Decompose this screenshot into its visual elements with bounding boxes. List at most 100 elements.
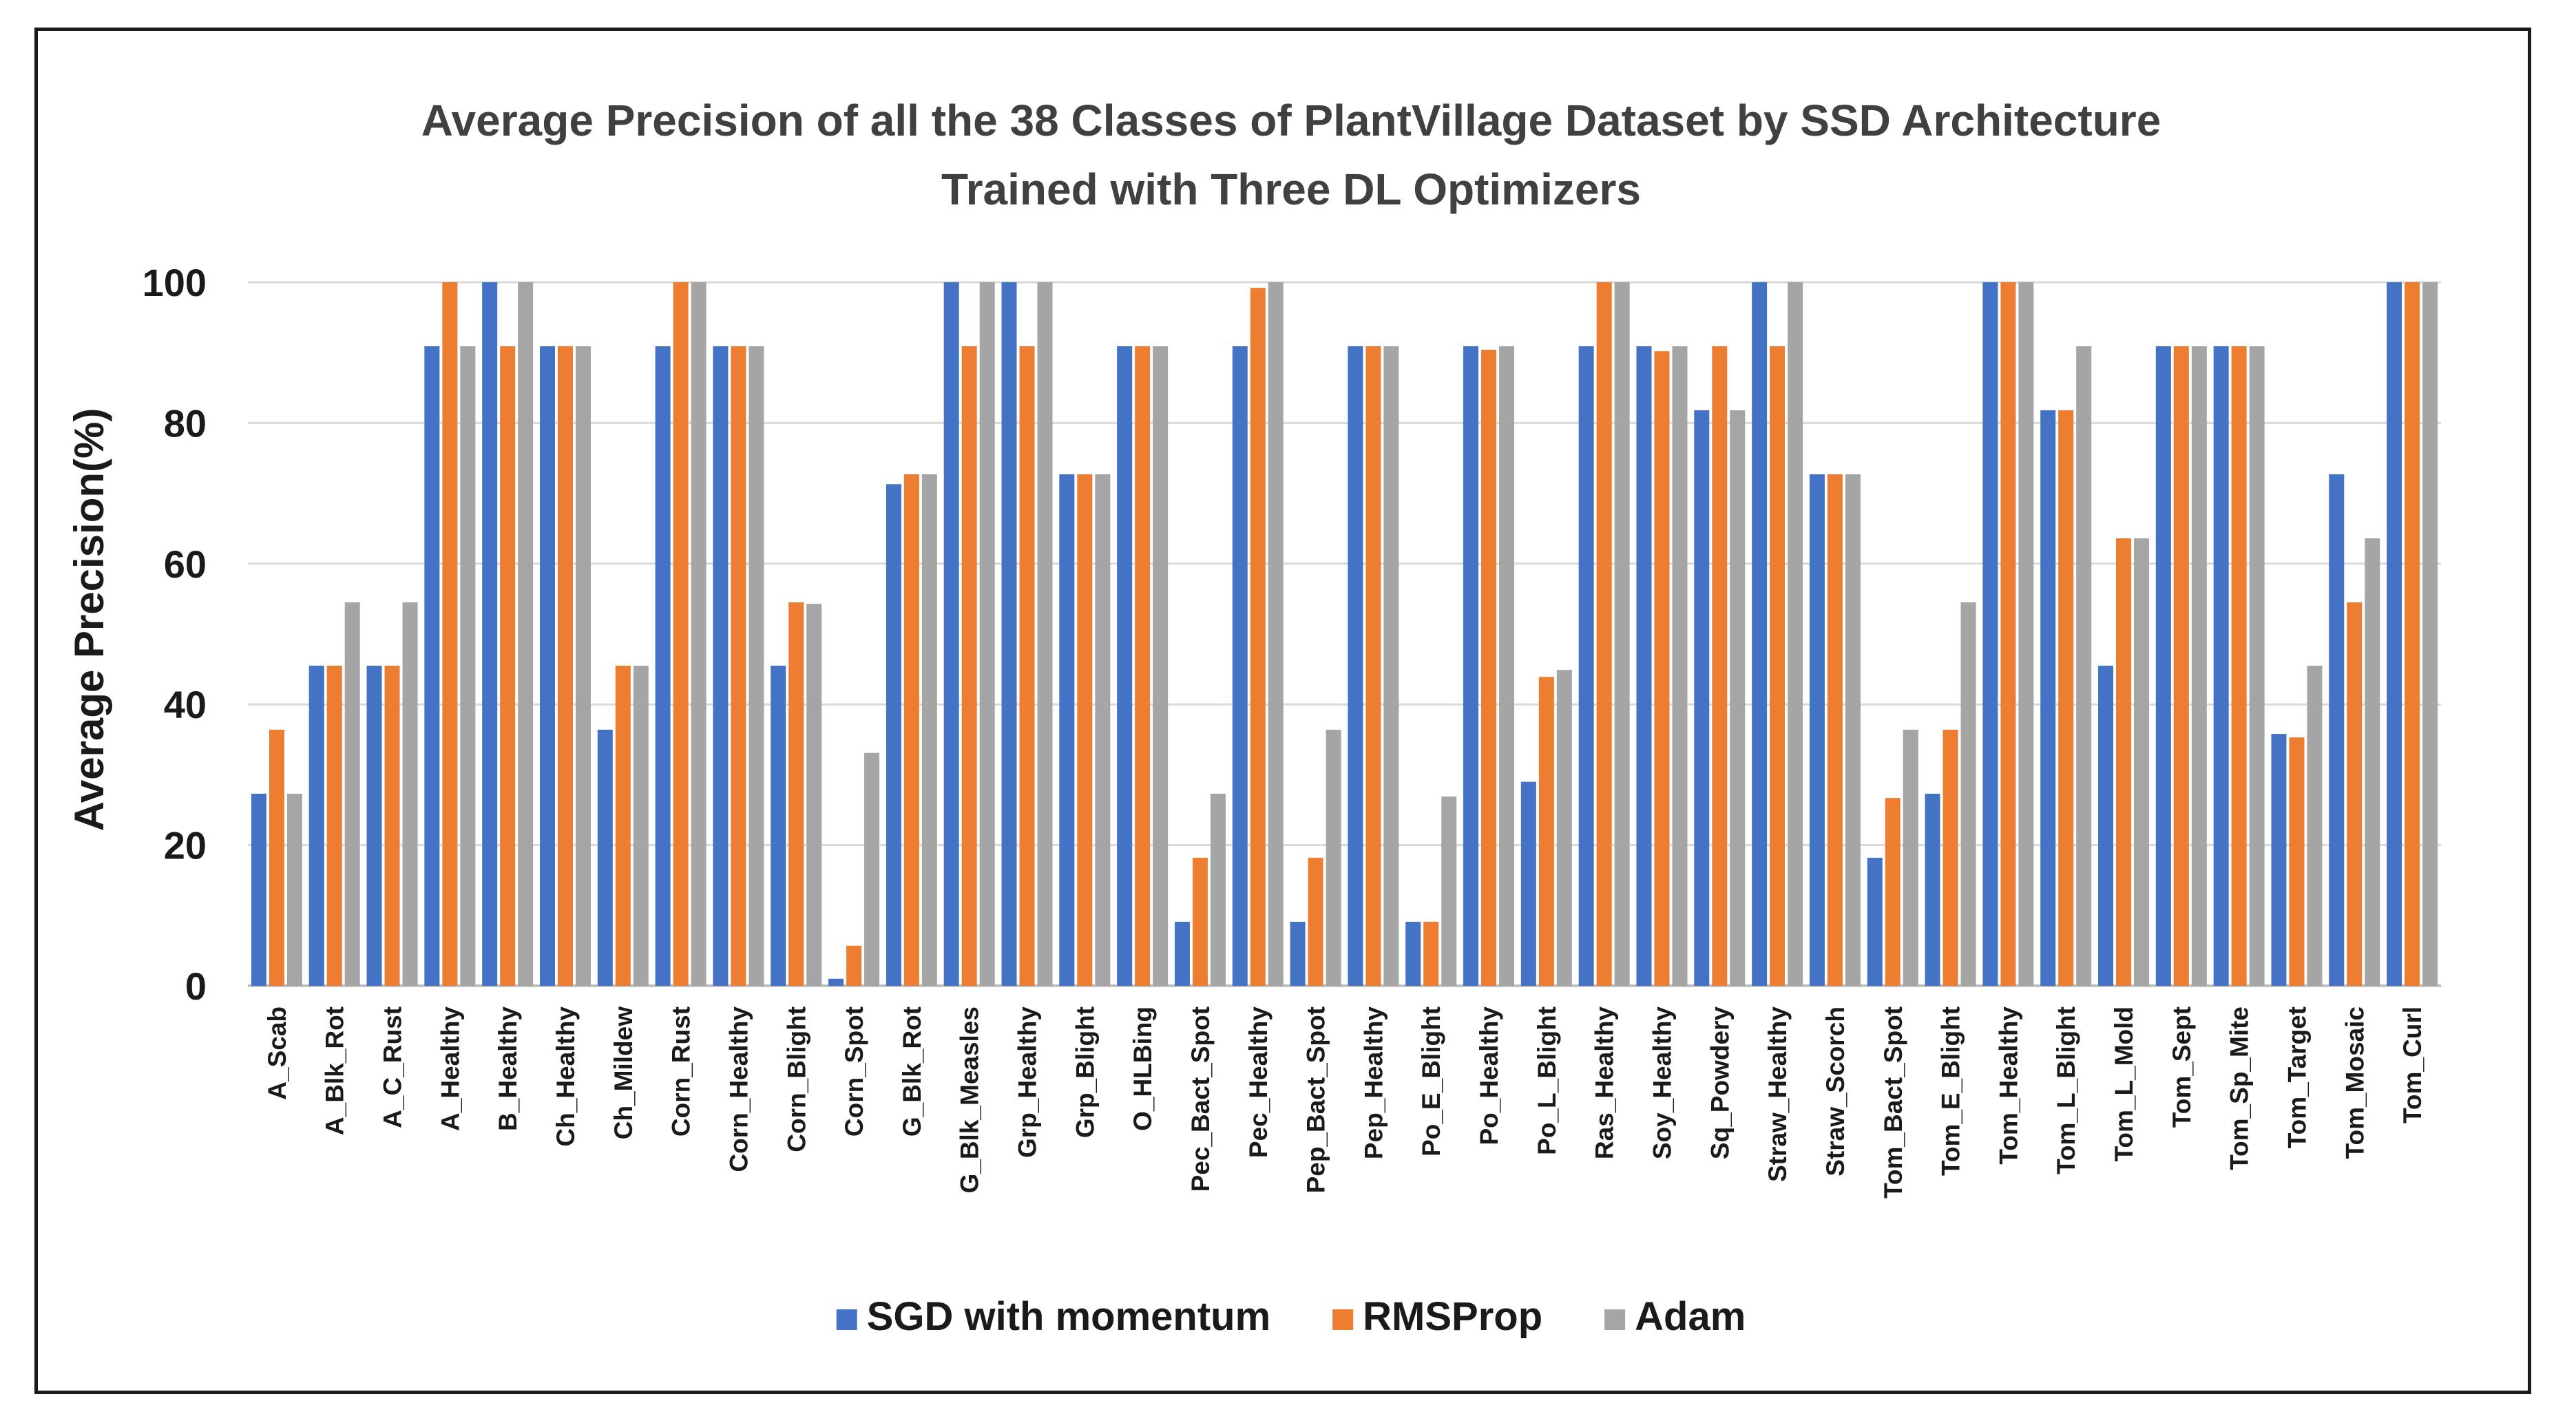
x-tick-label: Grp_Healthy [1014, 1006, 1042, 1158]
chart-title-line-2: Trained with Three DL Optimizers [941, 165, 1641, 214]
bar-sgd-with-momentum-tom-e-blight [1925, 793, 1940, 986]
x-tick-label: Pec_Bact_Spot [1186, 1006, 1215, 1192]
bar-sgd-with-momentum-corn-spot [828, 978, 844, 986]
bar-rmsprop-corn-rust [673, 282, 689, 986]
bar-sgd-with-momentum-a-c-rust [366, 665, 382, 986]
bar-adam-b-healthy [518, 282, 534, 986]
bar-adam-straw-scorch [1845, 474, 1861, 986]
bar-rmsprop-tom-bact-spot [1885, 798, 1900, 986]
x-tick-label: Po_L_Blight [1533, 1006, 1561, 1155]
x-tick-label: Tom_Bact_Spot [1879, 1006, 1907, 1199]
bar-sgd-with-momentum-soy-healthy [1636, 346, 1652, 986]
y-axis-label: Average Precision(%) [66, 408, 112, 832]
x-tick-label: B_Healthy [494, 1006, 522, 1131]
bar-sgd-with-momentum-tom-l-blight [2040, 410, 2056, 986]
bar-sgd-with-momentum-po-e-blight [1405, 921, 1421, 986]
x-tick-label: A_Blk_Rot [321, 1006, 349, 1135]
chart-title-line-1: Average Precision of all the 38 Classes … [421, 96, 2161, 145]
x-tick-label: A_C_Rust [379, 1006, 407, 1128]
bar-rmsprop-tom-mosaic [2347, 602, 2363, 986]
legend-item: RMSProp [1332, 1294, 1542, 1339]
bar-sgd-with-momentum-grp-blight [1059, 474, 1075, 986]
x-tick-label: A_Healthy [436, 1006, 464, 1131]
bar-rmsprop-pep-bact-spot [1308, 857, 1323, 986]
bar-adam-grp-healthy [1037, 282, 1053, 986]
x-tick-label: Tom_Target [2283, 1006, 2311, 1148]
bar-rmsprop-pec-bact-spot [1192, 857, 1208, 986]
bar-adam-tom-bact-spot [1903, 729, 1918, 986]
bar-rmsprop-tom-l-blight [2058, 410, 2074, 986]
bar-sgd-with-momentum-tom-sp-mite [2213, 346, 2229, 986]
legend-swatch [1604, 1309, 1626, 1330]
bar-sgd-with-momentum-tom-bact-spot [1867, 857, 1883, 986]
bar-adam-corn-rust [691, 282, 706, 986]
x-tick-label: Tom_Curl [2398, 1006, 2427, 1123]
bar-rmsprop-tom-e-blight [1943, 729, 1958, 986]
bar-rmsprop-a-scab [269, 729, 284, 986]
bar-sgd-with-momentum-ras-healthy [1578, 346, 1594, 986]
x-tick-label: Straw_Healthy [1763, 1006, 1792, 1182]
bar-rmsprop-straw-scorch [1827, 474, 1843, 986]
bar-rmsprop-g-blk-measles [961, 346, 977, 986]
legend-item: SGD with momentum [836, 1294, 1270, 1339]
bar-adam-pep-healthy [1383, 346, 1399, 986]
bar-sgd-with-momentum-tom-target [2271, 734, 2287, 986]
bar-sgd-with-momentum-grp-healthy [1001, 282, 1017, 986]
x-tick-label: Corn_Rust [667, 1006, 695, 1137]
bar-adam-a-healthy [460, 346, 476, 986]
x-tick-label: Soy_Healthy [1648, 1006, 1676, 1160]
bar-rmsprop-grp-blight [1077, 474, 1093, 986]
bar-rmsprop-pep-healthy [1365, 346, 1381, 986]
bar-adam-tom-sp-mite [2249, 346, 2265, 986]
bar-rmsprop-grp-healthy [1019, 346, 1035, 986]
legend-item: Adam [1604, 1294, 1746, 1339]
bar-adam-g-blk-rot [921, 474, 937, 986]
x-tick-label: Straw_Scorch [1821, 1006, 1850, 1176]
bar-sgd-with-momentum-corn-rust [655, 346, 671, 986]
x-tick-label: Tom_L_Mold [2110, 1006, 2138, 1161]
x-tick-label: Tom_E_Blight [1937, 1006, 1965, 1176]
bar-sgd-with-momentum-tom-curl [2387, 282, 2402, 986]
x-tick-label: Ras_Healthy [1591, 1006, 1619, 1160]
bar-adam-g-blk-measles [979, 282, 995, 986]
bar-adam-pec-bact-spot [1210, 793, 1226, 986]
bar-rmsprop-pec-healthy [1250, 288, 1266, 986]
bar-rmsprop-b-healthy [500, 346, 516, 986]
x-tick-label: O_HLBing [1129, 1006, 1157, 1131]
x-tick-label: Ch_Mildew [609, 1006, 638, 1139]
bar-adam-a-scab [286, 793, 302, 986]
legend-label: RMSProp [1363, 1294, 1542, 1339]
bar-rmsprop-po-e-blight [1423, 921, 1439, 986]
bars [251, 282, 2438, 986]
bar-sgd-with-momentum-tom-l-mold [2098, 665, 2114, 986]
y-tick-label: 0 [185, 964, 207, 1008]
bar-rmsprop-a-blk-rot [326, 665, 342, 986]
bar-rmsprop-corn-blight [788, 602, 804, 986]
x-tick-label: G_Blk_Measles [956, 1006, 984, 1194]
y-tick-label: 20 [164, 824, 207, 867]
bar-rmsprop-straw-healthy [1770, 346, 1786, 986]
x-tick-label: A_Scab [263, 1006, 291, 1100]
gridlines [248, 281, 2441, 987]
bar-sgd-with-momentum-pep-bact-spot [1290, 921, 1306, 986]
bar-sgd-with-momentum-b-healthy [482, 282, 498, 986]
bar-adam-po-healthy [1499, 346, 1515, 986]
bar-adam-corn-spot [864, 752, 880, 986]
legend-label: Adam [1635, 1294, 1746, 1339]
bar-adam-pep-bact-spot [1326, 729, 1341, 986]
bar-rmsprop-tom-curl [2405, 282, 2420, 986]
bar-rmsprop-soy-healthy [1654, 351, 1670, 986]
bar-sgd-with-momentum-o-hlbing [1117, 346, 1133, 986]
x-tick-label: Tom_Sept [2168, 1006, 2196, 1128]
bar-sgd-with-momentum-ch-healthy [539, 346, 555, 986]
bar-adam-po-e-blight [1441, 796, 1457, 986]
y-tick-label: 80 [164, 401, 207, 445]
bar-rmsprop-g-blk-rot [903, 474, 919, 986]
legend: SGD with momentum RMSProp Adam [836, 1294, 1746, 1339]
bar-sgd-with-momentum-straw-scorch [1809, 474, 1825, 986]
bar-rmsprop-corn-spot [846, 945, 862, 986]
bar-rmsprop-ras-healthy [1596, 282, 1612, 986]
bar-sgd-with-momentum-corn-blight [771, 665, 786, 986]
bar-adam-grp-blight [1095, 474, 1111, 986]
bar-sgd-with-momentum-sq-powdery [1694, 410, 1710, 986]
